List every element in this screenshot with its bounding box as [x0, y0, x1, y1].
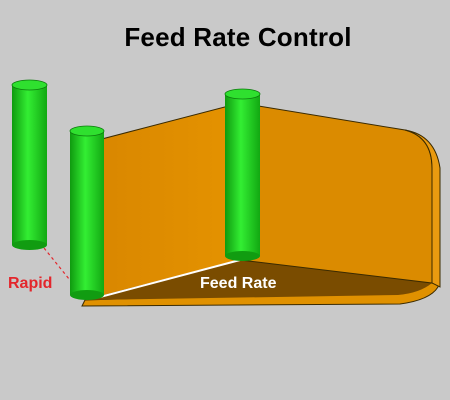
feed-path-line [99, 259, 241, 298]
tool-rapid-position [11, 79, 48, 250]
rapid-label: Rapid [8, 275, 53, 292]
feed-rate-label: Feed Rate [200, 275, 277, 292]
tool-feed-start [69, 125, 105, 300]
wall-rim [404, 129, 441, 288]
right-wall [239, 102, 433, 284]
tool-feed-end [224, 88, 261, 261]
pocket-floor [88, 260, 432, 300]
diagram-title: Feed Rate Control [124, 22, 352, 52]
